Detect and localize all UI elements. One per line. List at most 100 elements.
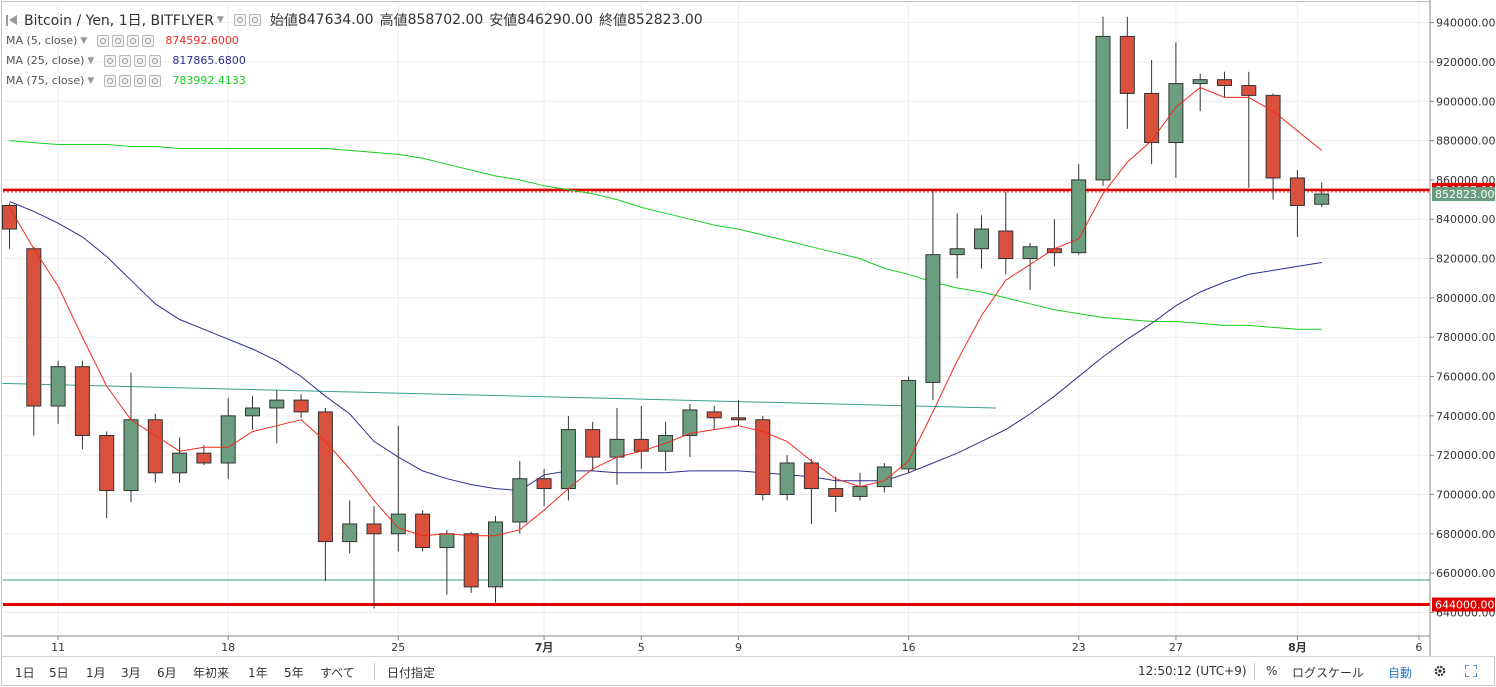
symbol-title[interactable]: Bitcoin / Yen, 1日, BITFLYER [24, 13, 214, 29]
candle [682, 404, 698, 458]
range-all-button[interactable]: すべて [320, 666, 355, 680]
add-icon[interactable] [134, 74, 147, 87]
candle-body-down [1217, 79, 1232, 87]
fullscreen-icon[interactable] [1465, 665, 1477, 677]
settings-icon[interactable] [112, 34, 125, 47]
candle-body-down [803, 462, 819, 490]
candle [901, 376, 917, 473]
candle-body-up [682, 409, 698, 436]
clock-timezone[interactable]: 12:50:12 (UTC+9) [1138, 664, 1247, 678]
close-icon[interactable] [142, 34, 155, 47]
date-range-button[interactable]: 日付指定 [387, 666, 436, 680]
candle-body-up [172, 452, 188, 474]
candle-body-up [220, 415, 236, 464]
candle-body-up [342, 523, 358, 543]
ma75-line [9, 140, 1322, 330]
candle-body-up [269, 399, 285, 409]
candle-body-up [123, 419, 139, 492]
chevron-down-icon[interactable]: ▼ [216, 15, 224, 25]
eye-icon[interactable] [233, 14, 246, 26]
percent-toggle[interactable]: % [1266, 664, 1278, 678]
ma75-label: MA (75, close) [6, 74, 85, 87]
candle [1046, 219, 1062, 267]
candle-body-up [974, 228, 989, 250]
candle-body-down [536, 478, 552, 490]
ma75-legend[interactable]: MA (75, close) ▼ 783992.4133 [6, 74, 246, 87]
trend-line [2, 382, 997, 409]
time-tick-label: 5 [638, 641, 645, 654]
price-tick-label: 920000.00 [1436, 56, 1496, 69]
range-5d-button[interactable]: 5日 [49, 666, 69, 680]
add-icon[interactable] [127, 34, 140, 47]
range-1m-button[interactable]: 1月 [86, 666, 106, 680]
candle [463, 531, 479, 593]
log-scale-toggle[interactable]: ログスケール [1292, 666, 1365, 680]
range-6m-button[interactable]: 6月 [157, 666, 177, 680]
close-icon[interactable] [149, 74, 162, 87]
time-tick-label: 6 [1415, 641, 1422, 654]
lower-line-price-label: 644000.00 [1435, 599, 1495, 612]
candle [293, 394, 309, 418]
close-icon[interactable] [149, 54, 162, 67]
price-tick-label: 780000.00 [1436, 331, 1496, 344]
chevron-down-icon[interactable]: ▼ [87, 55, 95, 66]
candle [366, 506, 382, 609]
open-label: 始値 [269, 13, 298, 29]
candle-body-up [779, 462, 795, 495]
candle-body-up [949, 248, 965, 256]
candle-body-down [1265, 94, 1281, 179]
range-1d-button[interactable]: 1日 [15, 666, 35, 680]
candle [1168, 42, 1184, 178]
candle-body-down [828, 488, 844, 497]
time-tick-label: 16 [902, 641, 916, 654]
candle [1192, 73, 1208, 112]
price-tick-label: 720000.00 [1436, 449, 1496, 462]
candle [342, 500, 358, 554]
settings-icon[interactable] [119, 54, 132, 67]
chevron-down-icon[interactable]: ▼ [87, 75, 95, 86]
ma5-legend[interactable]: MA (5, close) ▼ 874592.6000 [6, 34, 239, 47]
open-value: 847634.00 [297, 12, 374, 28]
last-price-label-bg [1432, 187, 1495, 202]
range-1y-button[interactable]: 1年 [248, 666, 268, 680]
add-icon[interactable] [134, 54, 147, 67]
candle [949, 213, 965, 279]
price-axis-bg [1430, 0, 1496, 656]
candle [172, 437, 188, 483]
candle-body-down [755, 419, 771, 495]
lower-line-price-label-bg [1432, 597, 1495, 612]
candle [585, 421, 601, 471]
candle-body-up [901, 379, 917, 470]
candle [1217, 71, 1232, 98]
gear-icon[interactable] [1433, 664, 1447, 678]
settings-icon[interactable] [119, 74, 132, 87]
settings-icon[interactable] [248, 14, 261, 26]
range-ytd-button[interactable]: 年初来 [193, 666, 230, 680]
toolbar-divider [1254, 663, 1255, 680]
ma5-label: MA (5, close) [6, 34, 78, 47]
candle-body-up [1095, 35, 1111, 181]
ma25-legend[interactable]: MA (25, close) ▼ 817865.6800 [6, 54, 246, 67]
ma75-value: 783992.4133 [172, 74, 246, 87]
time-tick-label: 11 [51, 641, 65, 654]
candle [147, 413, 163, 483]
range-3m-button[interactable]: 3月 [121, 666, 141, 680]
candle-body-down [1289, 177, 1305, 206]
high-value: 858702.00 [407, 12, 484, 28]
candle-body-up [512, 478, 528, 523]
candle-body-up [1192, 79, 1208, 85]
candle-body-up [560, 429, 576, 490]
collapse-legend-icon[interactable] [6, 14, 18, 26]
range-5y-button[interactable]: 5年 [284, 666, 304, 680]
candle [731, 400, 746, 426]
chevron-down-icon[interactable]: ▼ [80, 35, 88, 46]
eye-icon[interactable] [104, 54, 117, 67]
price-tick-label: 680000.00 [1436, 528, 1496, 541]
auto-scale-toggle[interactable]: 自動 [1388, 666, 1413, 680]
price-tick-label: 800000.00 [1436, 292, 1496, 305]
eye-icon[interactable] [97, 34, 110, 47]
candle-body-down [463, 533, 479, 588]
eye-icon[interactable] [104, 74, 117, 87]
candle-body-down [99, 434, 115, 492]
